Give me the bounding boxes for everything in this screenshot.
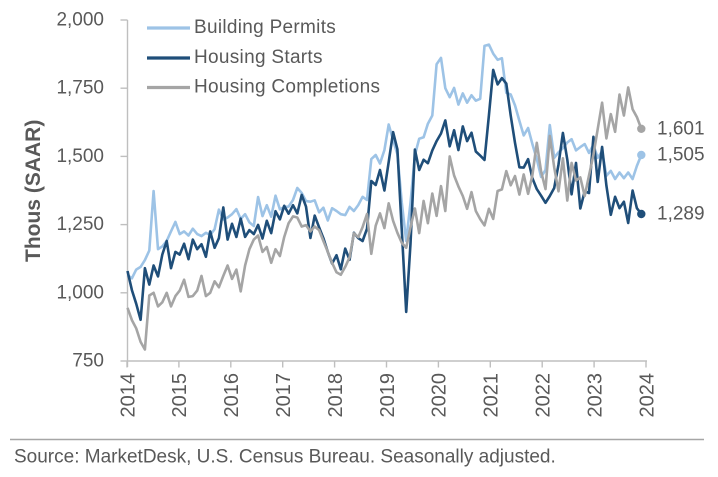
svg-text:Housing Starts: Housing Starts [194,47,323,68]
svg-text:1,750: 1,750 [56,78,104,99]
svg-text:Housing Completions: Housing Completions [194,76,380,97]
svg-text:1,289: 1,289 [657,204,705,225]
svg-text:2022: 2022 [533,373,555,418]
svg-text:2016: 2016 [221,373,243,418]
svg-text:2021: 2021 [481,373,503,418]
svg-text:2015: 2015 [169,373,191,418]
svg-text:1,250: 1,250 [56,214,104,235]
svg-text:2017: 2017 [273,373,295,418]
svg-text:2018: 2018 [325,373,347,418]
svg-text:Building Permits: Building Permits [194,17,336,38]
svg-text:1,601: 1,601 [657,118,705,139]
svg-text:1,505: 1,505 [657,145,705,166]
svg-text:Source: MarketDesk, U.S. Censu: Source: MarketDesk, U.S. Census Bureau. … [14,447,556,468]
svg-text:Thous (SAAR): Thous (SAAR) [22,120,45,262]
svg-text:2014: 2014 [117,373,139,418]
svg-text:1,500: 1,500 [56,146,104,167]
svg-text:1,000: 1,000 [56,282,104,303]
svg-text:2020: 2020 [429,373,451,418]
svg-text:750: 750 [72,351,104,372]
svg-text:2,000: 2,000 [56,10,104,31]
svg-text:2024: 2024 [636,373,658,418]
svg-text:2019: 2019 [377,373,399,418]
svg-text:2023: 2023 [584,373,606,418]
